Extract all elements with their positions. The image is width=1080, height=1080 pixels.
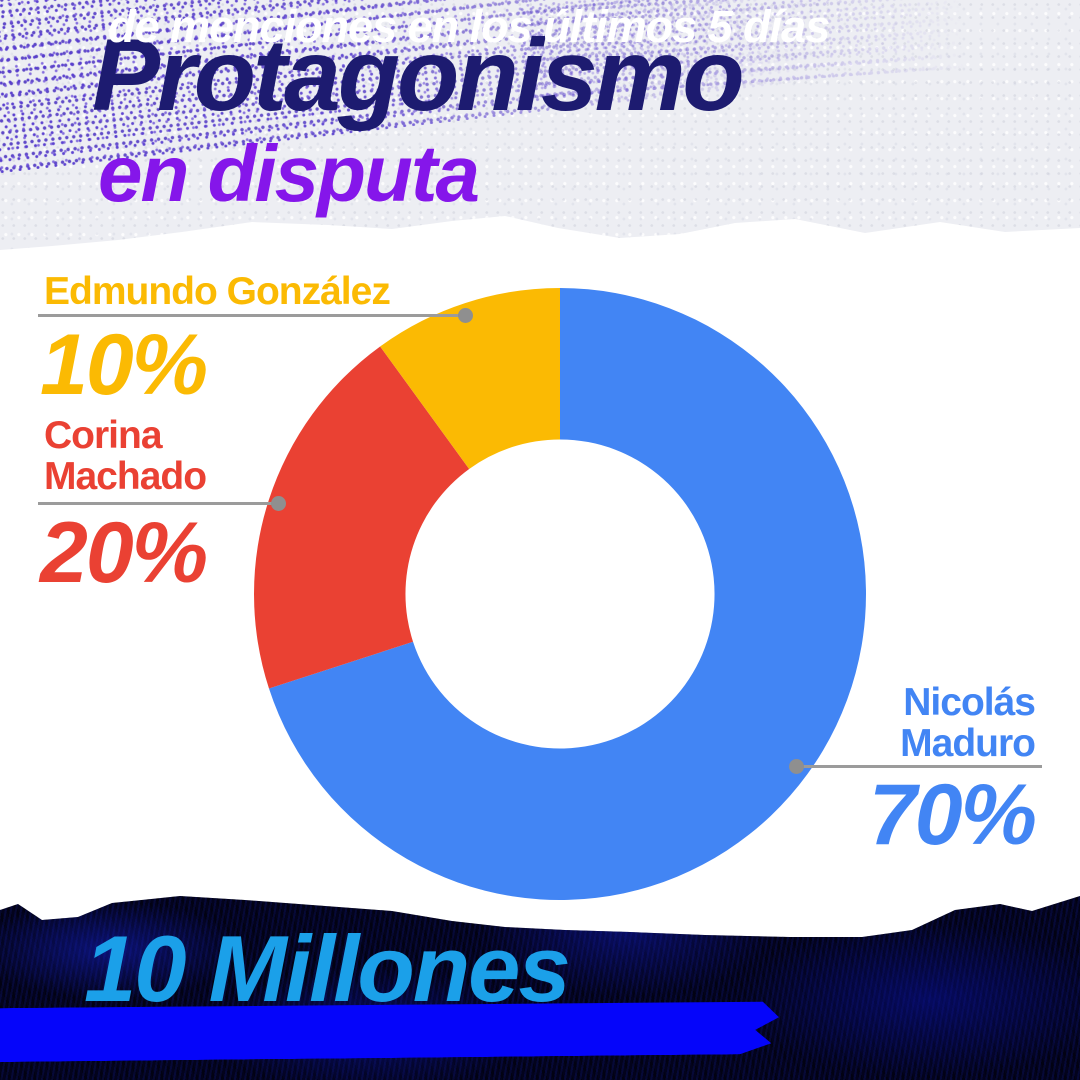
footer-headline: 10 Millones (84, 916, 571, 1021)
torn-paper-header (0, 0, 1080, 250)
value-corina-machado: 20% (40, 505, 208, 601)
page-title-line1: Protagonismo (92, 18, 745, 132)
footer-band (0, 1000, 787, 1062)
donut-segment-2 (380, 288, 560, 469)
connector-dot-edmundo (458, 308, 473, 323)
title-block: Protagonismo en disputa (92, 18, 745, 218)
label-corina-machado: Corina Machado (44, 414, 207, 498)
footer-subline: de menciones en los últimos 5 días (108, 1, 830, 52)
connector-dot-maduro (789, 759, 804, 774)
connector-line-maduro (800, 765, 1042, 768)
page-title-line2: en disputa (98, 129, 480, 218)
value-edmundo-gonzalez: 10% (40, 317, 208, 413)
connector-line-edmundo (38, 314, 462, 317)
value-nicolas-maduro: 70% (868, 767, 1037, 863)
label-edmundo-gonzalez: Edmundo González (44, 270, 391, 313)
connector-dot-corina (271, 496, 286, 511)
label-nicolas-maduro: Nicolás Maduro (900, 681, 1036, 765)
donut-segment-0 (268, 288, 867, 900)
donut-chart (253, 288, 867, 900)
connector-line-corina (38, 502, 276, 505)
donut-segment-1 (253, 346, 470, 689)
donut-chart-svg (253, 288, 867, 900)
